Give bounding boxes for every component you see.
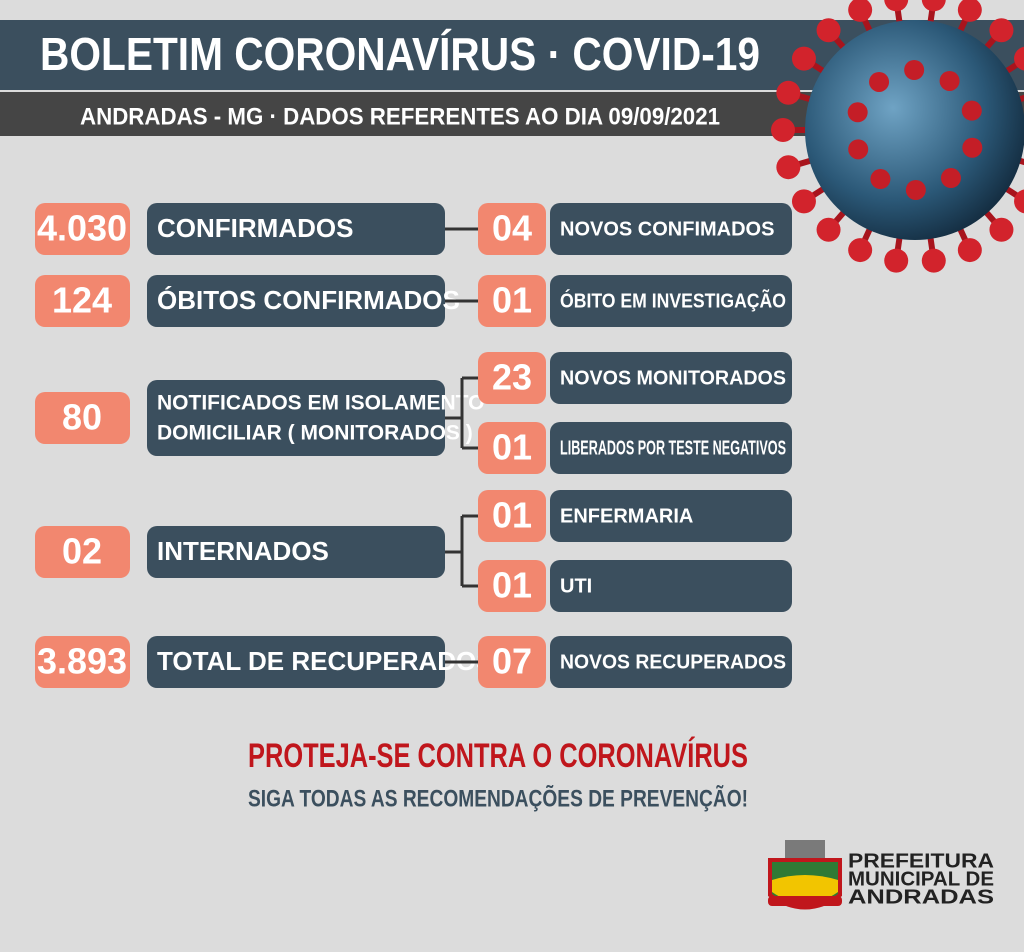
logo-line: PREFEITURA bbox=[848, 850, 994, 872]
detail-label-box bbox=[550, 422, 792, 474]
spike-head bbox=[989, 18, 1014, 43]
number: 124 bbox=[52, 280, 112, 321]
spike-head bbox=[848, 0, 873, 22]
spike-head bbox=[957, 238, 982, 263]
number-box bbox=[35, 203, 130, 255]
number: 3.893 bbox=[37, 641, 127, 682]
label: INTERNADOS bbox=[157, 536, 329, 566]
detail-number-box bbox=[478, 490, 546, 542]
logo-line: MUNICIPAL DE bbox=[848, 868, 994, 890]
spike-head bbox=[1014, 46, 1024, 71]
virus-illustration bbox=[771, 0, 1024, 273]
footer-subline: SIGA TODAS AS RECOMENDAÇÕES DE PREVENÇÃO… bbox=[248, 784, 748, 812]
label-box bbox=[147, 275, 445, 327]
spike-head bbox=[791, 189, 816, 214]
spike-head bbox=[847, 102, 868, 123]
detail-label: ENFERMARIA bbox=[560, 505, 693, 527]
detail-label-box bbox=[550, 352, 792, 404]
spike-head bbox=[791, 46, 816, 71]
detail-label: LIBERADOS POR TESTE NEGATIVOS bbox=[560, 437, 786, 459]
detail-number: 07 bbox=[492, 641, 532, 682]
detail-label: NOVOS RECUPERADOS bbox=[560, 651, 786, 673]
spike-head bbox=[1014, 189, 1024, 214]
detail-number: 01 bbox=[492, 427, 532, 468]
spike-head bbox=[884, 248, 909, 273]
detail-number-box bbox=[478, 275, 546, 327]
spike-head bbox=[870, 169, 891, 190]
label-box bbox=[147, 203, 445, 255]
virus-body bbox=[805, 20, 1024, 240]
detail-number-box bbox=[478, 422, 546, 474]
spike-head bbox=[776, 155, 801, 180]
spike-head bbox=[962, 137, 983, 158]
detail-label: NOVOS MONITORADOS bbox=[560, 367, 786, 389]
detail-label: ÓBITO EM INVESTIGAÇÃO bbox=[560, 288, 786, 312]
logo-emblem bbox=[768, 840, 842, 910]
detail-number: 01 bbox=[492, 565, 532, 606]
rows: 4.030 CONFIRMADOS 04 NOVOS CONFIMADOS 124 ÓBI… bbox=[35, 203, 792, 688]
number-box bbox=[35, 392, 130, 444]
title: BOLETIM CORONAVÍRUS · COVID-19 bbox=[40, 28, 760, 80]
label-box bbox=[147, 526, 445, 578]
detail-number-box bbox=[478, 636, 546, 688]
spike-head bbox=[961, 100, 982, 121]
detail-number: 01 bbox=[492, 495, 532, 536]
label: CONFIRMADOS bbox=[157, 213, 353, 243]
detail-label: UTI bbox=[560, 575, 592, 597]
detail-label-box bbox=[550, 560, 792, 612]
spike-head bbox=[905, 179, 926, 200]
spike-head bbox=[989, 217, 1014, 242]
footer-headline: PROTEJA-SE CONTRA O CORONAVÍRUS bbox=[248, 737, 748, 775]
spike-head bbox=[771, 118, 795, 142]
spike-head bbox=[816, 217, 841, 242]
spike-head bbox=[940, 168, 961, 189]
spike-head bbox=[776, 80, 801, 105]
detail-number: 23 bbox=[492, 357, 532, 398]
spike-head bbox=[921, 248, 946, 273]
number-box bbox=[35, 526, 130, 578]
detail-label: NOVOS CONFIMADOS bbox=[560, 218, 774, 240]
detail-label-box bbox=[550, 275, 792, 327]
label: NOTIFICADOS EM ISOLAMENTO bbox=[157, 392, 484, 415]
spike-head bbox=[869, 71, 890, 92]
detail-number-box bbox=[478, 203, 546, 255]
spike-head bbox=[921, 0, 946, 12]
detail-label-box bbox=[550, 636, 792, 688]
detail-number: 04 bbox=[492, 208, 532, 249]
subtitle: ANDRADAS - MG · DADOS REFERENTES AO DIA … bbox=[80, 103, 720, 130]
logo-line: ANDRADAS bbox=[848, 886, 994, 908]
number-box bbox=[35, 636, 130, 688]
spike-head bbox=[939, 70, 960, 91]
detail-number-box bbox=[478, 560, 546, 612]
detail-number: 01 bbox=[492, 280, 532, 321]
number-box bbox=[35, 275, 130, 327]
spike-head bbox=[904, 60, 925, 81]
detail-number-box bbox=[478, 352, 546, 404]
spike-head bbox=[848, 238, 873, 263]
number: 80 bbox=[62, 397, 102, 438]
label: DOMICILIAR ( MONITORADOS ) bbox=[157, 422, 473, 445]
spike-head bbox=[884, 0, 909, 12]
spike-head bbox=[957, 0, 982, 22]
spike-head bbox=[816, 18, 841, 43]
label-box bbox=[147, 380, 445, 456]
label-box bbox=[147, 636, 445, 688]
detail-label-box bbox=[550, 490, 792, 542]
number: 4.030 bbox=[37, 208, 127, 249]
number: 02 bbox=[62, 531, 102, 572]
spike-head bbox=[848, 139, 869, 160]
label: TOTAL DE RECUPERADOS bbox=[157, 646, 494, 676]
detail-label-box bbox=[550, 203, 792, 255]
label: ÓBITOS CONFIRMADOS bbox=[157, 285, 460, 315]
